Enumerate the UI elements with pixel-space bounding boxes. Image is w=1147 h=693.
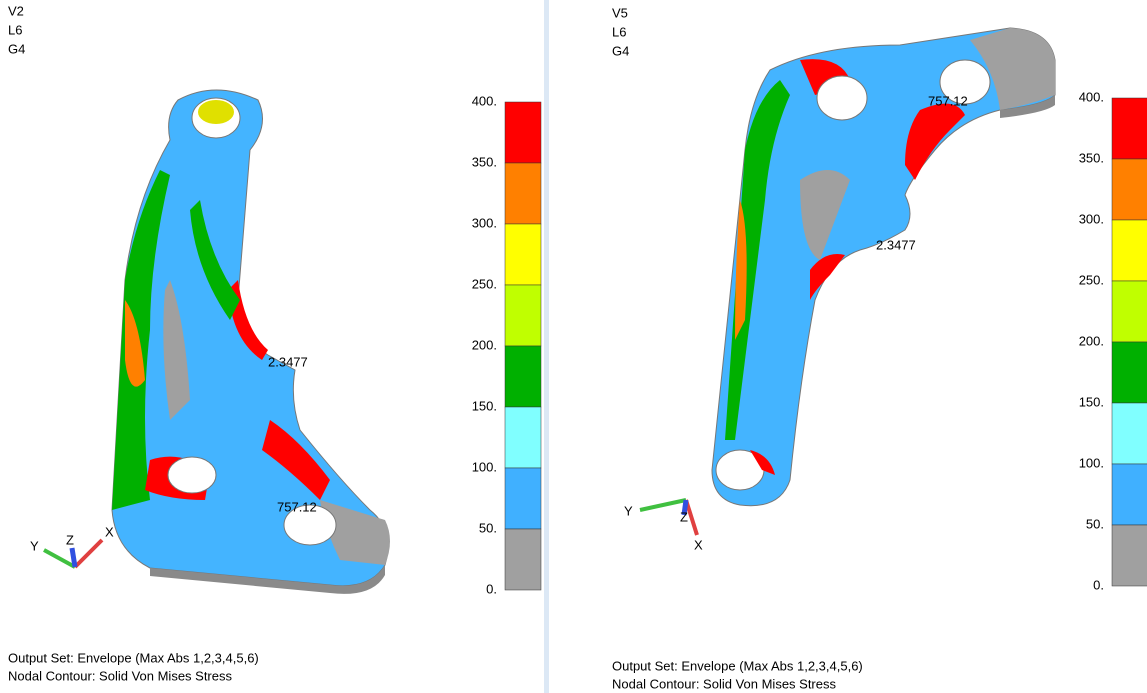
header-line: V5	[612, 5, 628, 20]
legend-label: 400.	[1079, 89, 1104, 104]
legend-label: 250.	[1079, 272, 1104, 287]
legend-band	[1112, 342, 1147, 403]
legend-label: 50.	[479, 520, 497, 535]
footer-line: Output Set: Envelope (Max Abs 1,2,3,4,5,…	[612, 658, 863, 673]
legend-band	[505, 224, 541, 285]
legend-label: 250.	[472, 276, 497, 291]
legend-label: 0.	[486, 581, 497, 596]
screen: 2.3477 757.12 757.12 2.3477 X Y Z X Y Z …	[0, 0, 1147, 693]
legend-band	[505, 407, 541, 468]
min-label: 2.3477	[268, 354, 308, 369]
legend-label: 200.	[472, 337, 497, 352]
header-line: G4	[612, 43, 629, 58]
footer-line: Nodal Contour: Solid Von Mises Stress	[8, 668, 232, 683]
legend-band	[1112, 525, 1147, 586]
header-line: L6	[612, 24, 626, 39]
triad-label: X	[105, 524, 114, 539]
max-label: 757.12	[277, 499, 317, 514]
model-left	[112, 90, 390, 594]
triad-label: X	[694, 537, 703, 552]
legend-label: 350.	[472, 154, 497, 169]
page: {"panels": [ {"header": ["V2", "L6", "G4…	[0, 0, 1147, 693]
legend-label: 0.	[1093, 577, 1104, 592]
legend-label: 300.	[472, 215, 497, 230]
legend-band	[1112, 98, 1147, 159]
header-line: G4	[8, 41, 25, 56]
legend-band	[505, 163, 541, 224]
model-right	[712, 28, 1055, 506]
legend-label: 50.	[1086, 516, 1104, 531]
max-label: 757.12	[928, 93, 968, 108]
triad-label: Z	[680, 509, 688, 524]
min-label: 2.3477	[876, 237, 916, 252]
legend-label: 350.	[1079, 150, 1104, 165]
triad-label: Z	[66, 532, 74, 547]
legend-label: 100.	[472, 459, 497, 474]
legend-label: 100.	[1079, 455, 1104, 470]
footer-line: Output Set: Envelope (Max Abs 1,2,3,4,5,…	[8, 650, 259, 665]
legend-band	[1112, 464, 1147, 525]
header-line: V2	[8, 3, 24, 18]
axis-triad: X Y Z	[30, 524, 114, 567]
legend-label: 400.	[472, 93, 497, 108]
header-line: L6	[8, 22, 22, 37]
axis-triad: X Y Z	[624, 500, 703, 552]
legend-band	[1112, 281, 1147, 342]
legend-band	[505, 529, 541, 590]
legend-band	[505, 102, 541, 163]
footer-line: Nodal Contour: Solid Von Mises Stress	[612, 676, 836, 691]
legend-band	[1112, 403, 1147, 464]
legend-band	[1112, 220, 1147, 281]
legend-label: 200.	[1079, 333, 1104, 348]
legend-label: 150.	[1079, 394, 1104, 409]
legend-label: 150.	[472, 398, 497, 413]
triad-label: Y	[30, 538, 39, 553]
divider	[544, 0, 549, 693]
legend-band	[505, 468, 541, 529]
triad-label: Y	[624, 503, 633, 518]
legend-band	[505, 346, 541, 407]
legend-band	[1112, 159, 1147, 220]
legend-band	[505, 285, 541, 346]
legend-label: 300.	[1079, 211, 1104, 226]
